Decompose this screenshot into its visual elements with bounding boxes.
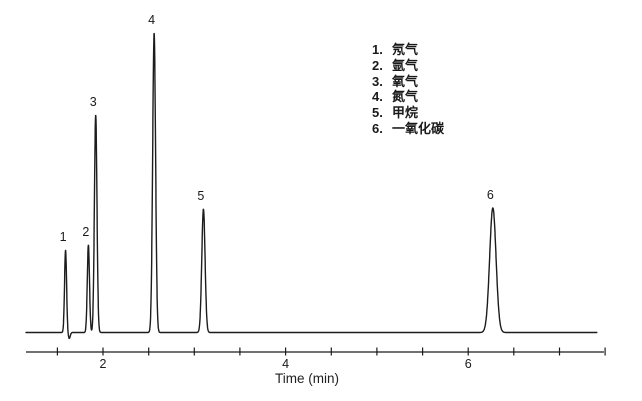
legend-item-label: 氧气 [392,73,419,89]
legend-item-label: 甲烷 [392,105,419,121]
peak-number-label: 1 [60,230,67,244]
legend-item-label: 氖气 [392,42,419,57]
x-axis-title: Time (min) [275,371,339,386]
x-axis-group: 2 4 6 [26,347,606,371]
legend-item-label: 氩气 [392,57,419,73]
peak-number-label: 4 [148,13,155,27]
legend-item-number: 6. [372,120,383,136]
legend-item-number: 2. [372,57,383,73]
legend-item: 5. 甲烷 [372,105,444,121]
x-tick-label: 2 [100,357,107,371]
legend-item: 4. 氮气 [372,89,444,105]
peak-number-label: 6 [487,188,494,202]
x-tick-label: 4 [282,357,289,371]
legend-item-label: 一氧化碳 [392,120,445,136]
peak-number-label: 2 [82,225,89,239]
signal-trace-group [25,32,598,340]
signal-trace [25,32,598,340]
legend-item-number: 1. [372,42,383,57]
legend-item: 3. 氧气 [372,74,444,90]
x-tick-label: 6 [465,357,472,371]
peak-number-label: 5 [197,189,204,203]
legend-item-number: 5. [372,105,383,121]
legend-item: 6. 一氧化碳 [372,121,444,137]
legend-item: 1. 氖气 [372,42,444,58]
legend-item: 2. 氩气 [372,58,444,74]
peak-number-label: 3 [90,95,97,109]
peak-legend: 1. 氖气 2. 氩气 3. 氧气 4. 氮气 5. 甲烷 6. 一氧化碳 [372,42,444,137]
peak-labels-group: 1 2 3 4 5 6 [60,13,494,244]
legend-item-label: 氮气 [392,89,419,105]
legend-item-number: 4. [372,89,383,105]
legend-item-number: 3. [372,73,383,89]
